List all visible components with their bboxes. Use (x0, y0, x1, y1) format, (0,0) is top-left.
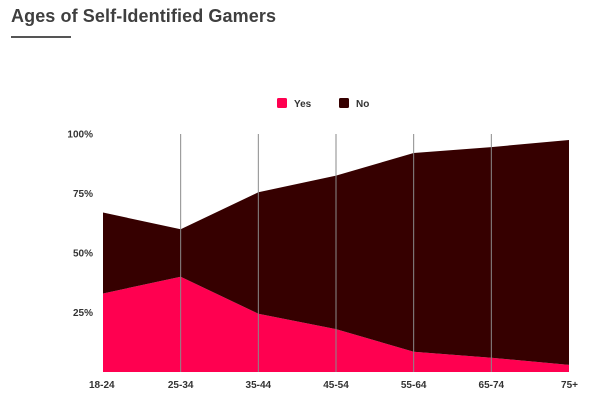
y-tick-label: 100% (67, 130, 93, 141)
x-tick-label: 75+ (561, 380, 578, 391)
legend-label-no: No (356, 99, 369, 110)
legend-label-yes: Yes (294, 99, 312, 110)
x-axis-ticks: 18-24 25-34 35-44 45-54 55-64 65-74 75+ (89, 380, 578, 391)
y-tick-label: 25% (73, 308, 93, 319)
x-tick-label: 25-34 (168, 380, 194, 391)
x-tick-label: 45-54 (323, 380, 349, 391)
y-tick-label: 50% (73, 249, 93, 260)
x-tick-label: 65-74 (479, 380, 505, 391)
title-underline (11, 36, 71, 38)
y-axis-ticks: 25% 50% 75% 100% (67, 130, 93, 320)
x-tick-label: 55-64 (401, 380, 427, 391)
chart-title: Ages of Self-Identified Gamers (11, 6, 277, 26)
y-tick-label: 75% (73, 189, 93, 200)
legend-swatch-no (339, 98, 349, 108)
legend: Yes No (277, 98, 369, 110)
x-tick-label: 35-44 (246, 380, 272, 391)
x-tick-label: 18-24 (89, 380, 115, 391)
legend-swatch-yes (277, 98, 287, 108)
vertical-gridlines (180, 134, 492, 372)
series-area-yes (103, 276, 569, 372)
